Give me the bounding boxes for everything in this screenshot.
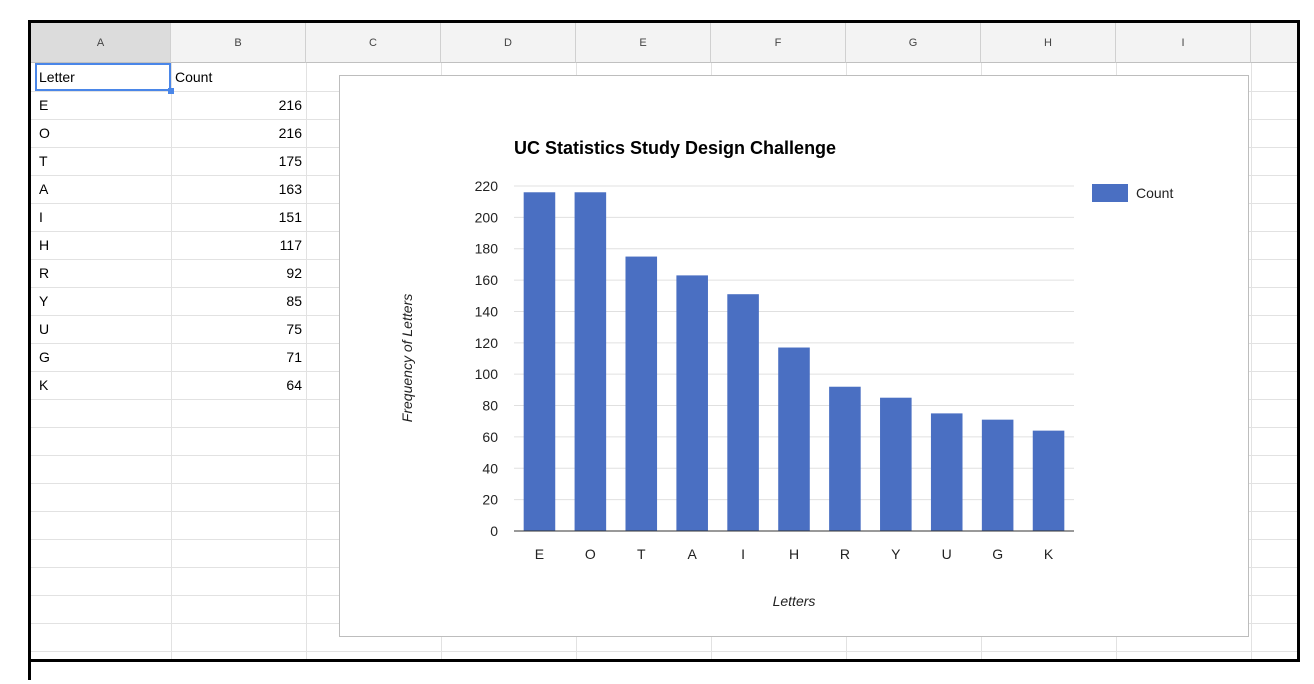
cell-count[interactable]: 75 — [286, 321, 302, 337]
cell-count[interactable]: 216 — [278, 125, 302, 141]
row-gridline — [31, 651, 1297, 652]
cell-letter[interactable]: R — [39, 265, 50, 281]
bar-o — [574, 192, 607, 531]
x-tick-label: R — [840, 546, 850, 562]
x-tick-label: A — [688, 546, 698, 562]
sheet-grid[interactable]: A B C D E F G H I Letter Count E 216 O 2… — [31, 23, 1297, 659]
x-tick-label: G — [992, 546, 1003, 562]
bar-t — [625, 256, 658, 531]
y-tick-label: 180 — [475, 241, 499, 257]
column-header-e[interactable]: E — [576, 23, 711, 63]
x-tick-label: U — [942, 546, 952, 562]
y-tick-label: 100 — [475, 366, 499, 382]
column-header-h[interactable]: H — [981, 23, 1116, 63]
cell-count[interactable]: 175 — [278, 153, 302, 169]
cell-a1[interactable]: Letter — [39, 69, 75, 85]
bar-y — [880, 397, 912, 531]
spreadsheet-window: A B C D E F G H I Letter Count E 216 O 2… — [28, 20, 1300, 662]
x-tick-label: O — [585, 546, 596, 562]
bar-a — [676, 275, 708, 531]
column-gridline — [306, 63, 307, 659]
x-axis-title: Letters — [773, 593, 816, 609]
cell-letter[interactable]: K — [39, 377, 49, 393]
chart-title: UC Statistics Study Design Challenge — [514, 138, 836, 158]
cell-letter[interactable]: I — [39, 209, 43, 225]
column-gridline — [171, 63, 172, 659]
cell-letter[interactable]: Y — [39, 293, 49, 309]
x-tick-label: K — [1044, 546, 1054, 562]
bar-i — [727, 294, 759, 531]
cell-letter[interactable]: E — [39, 97, 49, 113]
column-header-b[interactable]: B — [171, 23, 306, 63]
cell-count[interactable]: 85 — [286, 293, 302, 309]
y-tick-label: 80 — [482, 398, 498, 414]
y-tick-label: 220 — [475, 178, 499, 194]
x-tick-label: H — [789, 546, 799, 562]
cell-count[interactable]: 163 — [278, 181, 302, 197]
legend-swatch — [1092, 184, 1128, 202]
cell-letter[interactable]: O — [39, 125, 50, 141]
x-tick-label: T — [637, 546, 646, 562]
y-tick-label: 200 — [475, 209, 499, 225]
cell-letter[interactable]: U — [39, 321, 50, 337]
cell-count[interactable]: 92 — [286, 265, 302, 281]
cell-count[interactable]: 117 — [279, 237, 302, 253]
column-header-g[interactable]: G — [846, 23, 981, 63]
cell-count[interactable]: 71 — [286, 349, 302, 365]
cell-letter[interactable]: T — [39, 153, 48, 169]
column-header-i[interactable]: I — [1116, 23, 1251, 63]
column-gridline — [1251, 63, 1252, 659]
y-tick-label: 40 — [482, 460, 498, 476]
column-header-overflow — [1251, 23, 1297, 63]
bar-k — [1032, 430, 1065, 531]
legend-label: Count — [1136, 185, 1173, 201]
bar-e — [523, 192, 556, 531]
bar-u — [930, 413, 963, 531]
y-tick-label: 20 — [482, 492, 498, 508]
column-header-f[interactable]: F — [711, 23, 846, 63]
cell-count[interactable]: 64 — [286, 377, 302, 393]
bar-g — [981, 419, 1014, 531]
cell-count[interactable]: 216 — [278, 97, 302, 113]
x-tick-label: E — [535, 546, 544, 562]
cell-letter[interactable]: A — [39, 181, 49, 197]
x-tick-label: Y — [891, 546, 901, 562]
cell-letter[interactable]: H — [39, 237, 50, 253]
frame-edge — [28, 640, 31, 680]
cell-letter[interactable]: G — [39, 349, 50, 365]
y-tick-label: 120 — [475, 335, 499, 351]
y-tick-label: 160 — [475, 272, 499, 288]
embedded-chart[interactable]: 0 20 40 60 80 100 120 140 160 180 200 220 E O T A I H R Y U G… — [339, 75, 1249, 637]
cell-count[interactable]: 151 — [278, 209, 302, 225]
y-tick-label: 60 — [482, 429, 498, 445]
bar-r — [829, 386, 861, 531]
column-header-c[interactable]: C — [306, 23, 441, 63]
column-header-d[interactable]: D — [441, 23, 576, 63]
bar-h — [778, 347, 810, 531]
cell-b1[interactable]: Count — [175, 69, 213, 85]
x-tick-label: I — [741, 546, 745, 562]
y-axis-title: Frequency of Letters — [399, 294, 415, 422]
column-header-a[interactable]: A — [31, 23, 171, 63]
y-tick-label: 140 — [475, 303, 499, 319]
y-tick-label: 0 — [490, 523, 498, 539]
fill-handle[interactable] — [168, 88, 174, 94]
chart-svg: 0 20 40 60 80 100 120 140 160 180 200 220 E O T A I H R Y U G… — [399, 138, 1173, 609]
